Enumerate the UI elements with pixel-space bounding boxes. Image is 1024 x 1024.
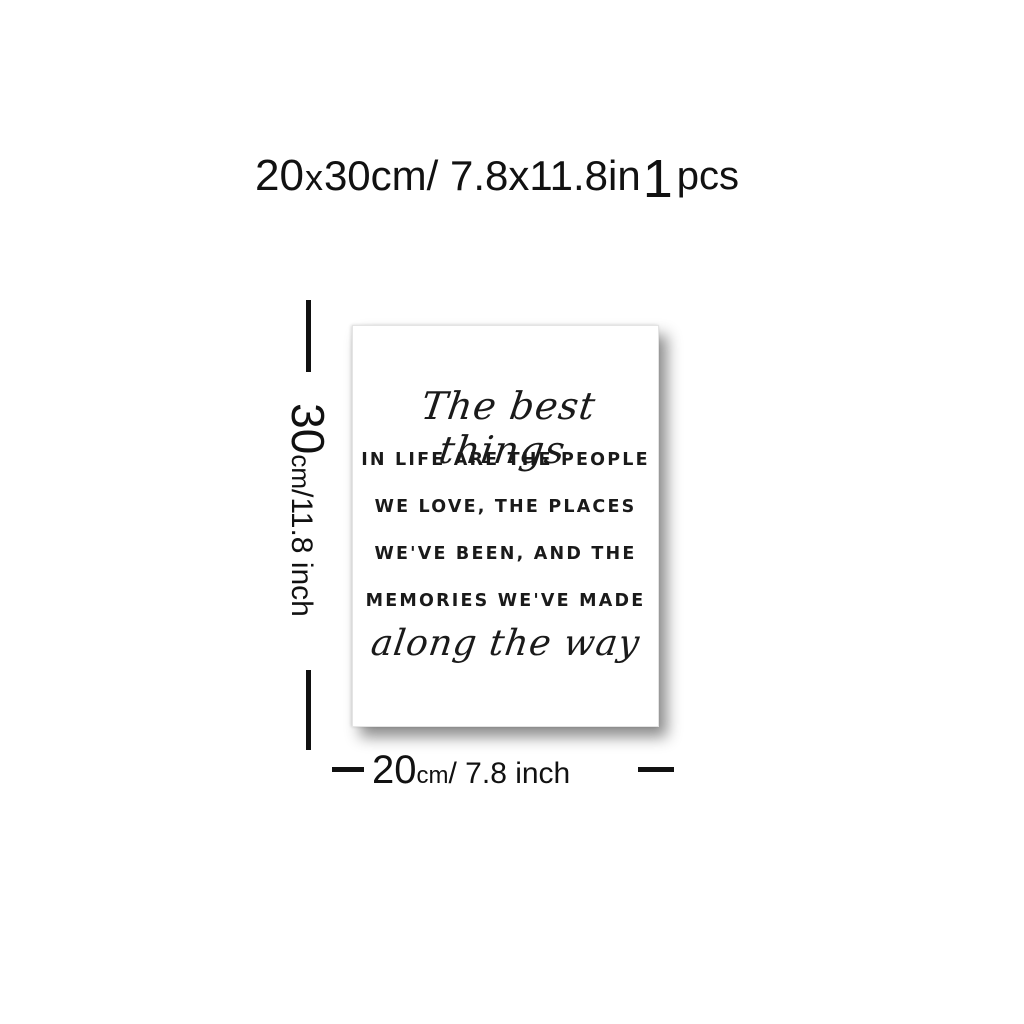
height-unit: cm <box>286 454 316 489</box>
poster-print: The best things IN LIFE ARE THE PEOPLE W… <box>352 325 659 727</box>
width-dimension-line-left <box>332 767 364 772</box>
height-value: 30 <box>282 403 334 455</box>
height-dimension-line-bottom <box>306 670 311 750</box>
headline-size-text: 30cm/ 7.8x11.8in <box>323 152 641 199</box>
poster-line: WE'VE BEEN, AND THE <box>374 544 637 564</box>
poster-line: WE LOVE, THE PLACES <box>374 497 637 517</box>
headline-quantity-unit: pcs <box>676 154 739 198</box>
headline-quantity: 1 <box>642 149 673 209</box>
height-inch-text: /11.8 inch <box>285 488 318 617</box>
poster-line: IN LIFE ARE THE PEOPLE <box>361 450 650 470</box>
width-inch-text: / 7.8 inch <box>448 757 571 790</box>
height-dimension-line-top <box>306 300 311 372</box>
poster-script-footer: along the way <box>368 623 643 664</box>
poster-line: MEMORIES WE'VE MADE <box>365 591 646 611</box>
width-dimension-line-right <box>638 767 674 772</box>
width-dimension-label: 20 cm / 7.8 inch <box>372 748 570 793</box>
headline-width: 20 <box>255 151 304 200</box>
width-unit: cm <box>416 762 449 789</box>
size-headline: 20 x 30cm/ 7.8x11.8in 1 pcs <box>255 138 739 206</box>
poster-body-text: IN LIFE ARE THE PEOPLE WE LOVE, THE PLAC… <box>353 445 658 633</box>
height-dimension-label: 30 cm /11.8 inch <box>281 403 335 617</box>
headline-times: x <box>304 157 323 198</box>
width-value: 20 <box>372 748 417 792</box>
